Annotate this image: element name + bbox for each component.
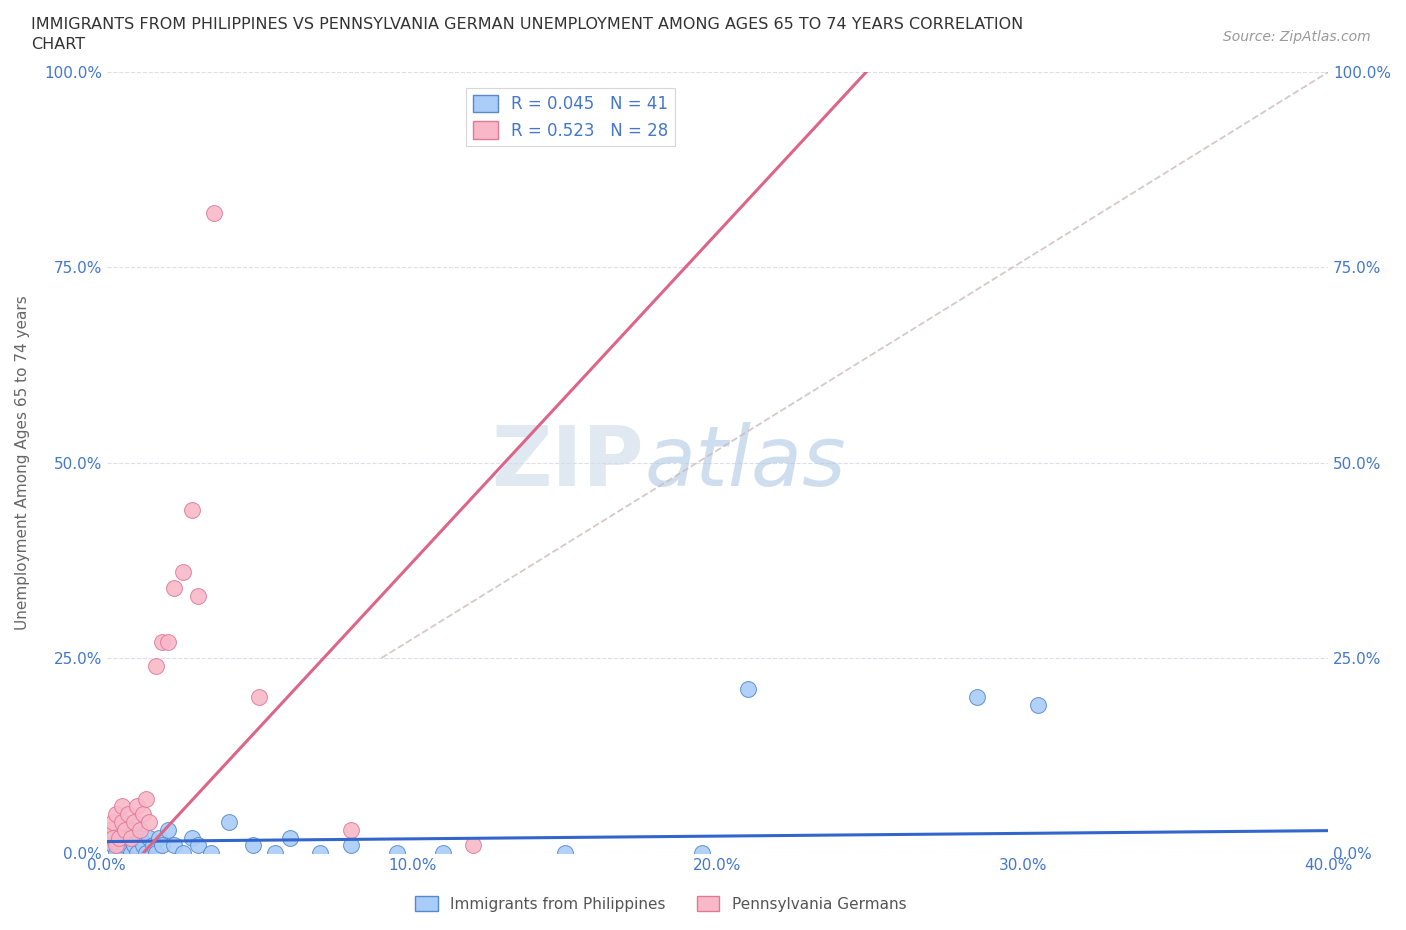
Point <box>200 846 222 861</box>
Point <box>101 838 124 853</box>
Point <box>163 580 186 595</box>
Point <box>120 846 142 861</box>
Point <box>101 822 124 837</box>
Point <box>98 822 121 837</box>
Y-axis label: Unemployment Among Ages 65 to 74 years: Unemployment Among Ages 65 to 74 years <box>15 296 30 631</box>
Point <box>127 846 149 861</box>
Point <box>108 830 131 845</box>
Point <box>117 830 139 845</box>
Point <box>249 690 271 705</box>
Point <box>690 846 713 861</box>
Point <box>138 830 160 845</box>
Point <box>101 830 124 845</box>
Point <box>150 635 173 650</box>
Point <box>129 830 152 845</box>
Point <box>156 635 179 650</box>
Point <box>187 838 209 853</box>
Point <box>1026 698 1049 712</box>
Point <box>122 815 145 830</box>
Text: IMMIGRANTS FROM PHILIPPINES VS PENNSYLVANIA GERMAN UNEMPLOYMENT AMONG AGES 65 TO: IMMIGRANTS FROM PHILIPPINES VS PENNSYLVA… <box>31 17 1024 32</box>
Point <box>145 658 167 673</box>
Point <box>129 822 152 837</box>
Point <box>104 807 127 822</box>
Point <box>104 846 127 861</box>
Point <box>187 588 209 603</box>
Point <box>135 846 157 861</box>
Point <box>148 830 170 845</box>
Point <box>242 838 264 853</box>
Point <box>127 799 149 814</box>
Point <box>122 838 145 853</box>
Point <box>114 822 136 837</box>
Text: atlas: atlas <box>644 422 846 503</box>
Point <box>101 815 124 830</box>
Point <box>98 830 121 845</box>
Point <box>966 690 988 705</box>
Point <box>132 807 155 822</box>
Point <box>172 565 194 579</box>
Text: ZIP: ZIP <box>492 422 644 503</box>
Point <box>138 815 160 830</box>
Point <box>156 822 179 837</box>
Point <box>181 830 204 845</box>
Point <box>181 502 204 517</box>
Point <box>111 799 134 814</box>
Point <box>104 838 127 853</box>
Point <box>104 830 127 845</box>
Legend: Immigrants from Philippines, Pennsylvania Germans: Immigrants from Philippines, Pennsylvani… <box>409 889 912 918</box>
Text: CHART: CHART <box>31 37 84 52</box>
Text: Source: ZipAtlas.com: Source: ZipAtlas.com <box>1223 30 1371 44</box>
Point <box>150 838 173 853</box>
Point <box>108 838 131 853</box>
Point <box>142 838 165 853</box>
Point <box>111 830 134 845</box>
Point <box>737 682 759 697</box>
Point <box>114 838 136 853</box>
Point <box>132 838 155 853</box>
Point <box>263 846 285 861</box>
Point <box>163 838 186 853</box>
Point <box>340 822 363 837</box>
Point <box>218 815 240 830</box>
Point <box>145 846 167 861</box>
Legend: R = 0.045   N = 41, R = 0.523   N = 28: R = 0.045 N = 41, R = 0.523 N = 28 <box>467 88 675 146</box>
Point <box>432 846 454 861</box>
Point <box>111 815 134 830</box>
Point <box>135 791 157 806</box>
Point <box>202 206 225 220</box>
Point <box>309 846 332 861</box>
Point <box>120 830 142 845</box>
Point <box>385 846 408 861</box>
Point <box>117 807 139 822</box>
Point <box>122 822 145 837</box>
Point <box>111 846 134 861</box>
Point <box>554 846 576 861</box>
Point <box>172 846 194 861</box>
Point <box>340 838 363 853</box>
Point <box>278 830 301 845</box>
Point <box>463 838 485 853</box>
